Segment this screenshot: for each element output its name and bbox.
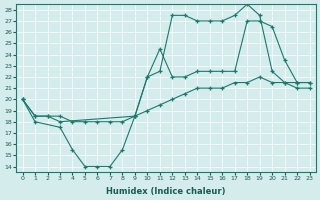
X-axis label: Humidex (Indice chaleur): Humidex (Indice chaleur) xyxy=(106,187,226,196)
